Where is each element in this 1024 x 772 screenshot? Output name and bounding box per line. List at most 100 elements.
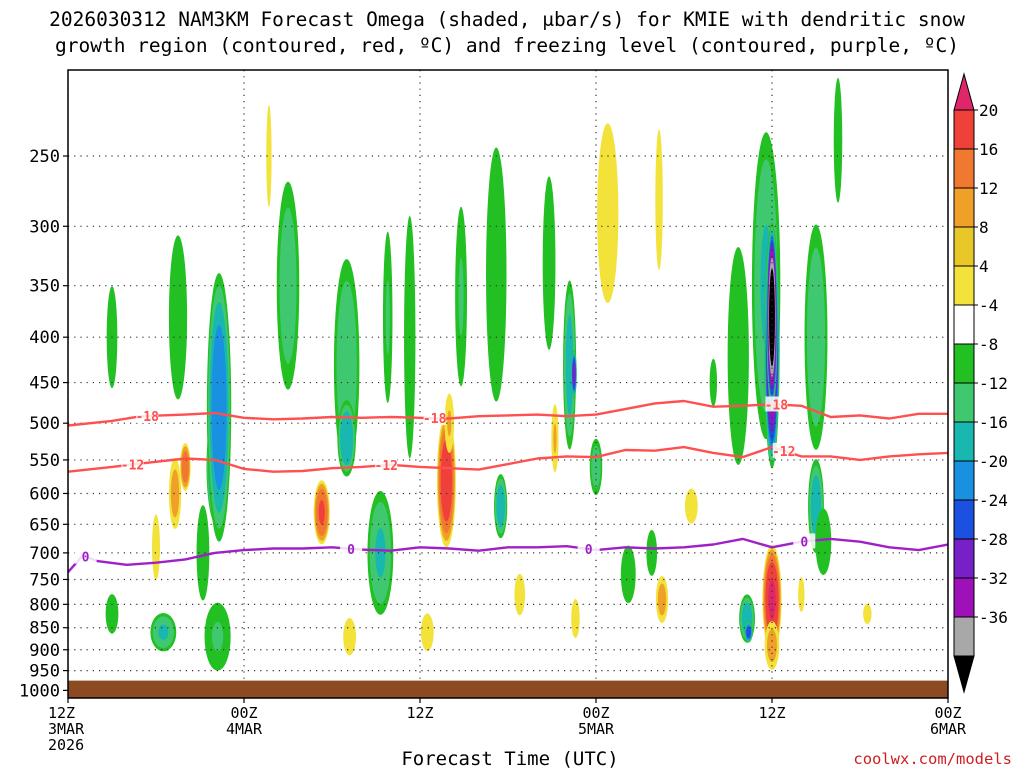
colorbar-swatch — [953, 538, 975, 579]
omega-cell — [655, 129, 663, 270]
contour-lines: -18 -18 -18 -12 -12 -12 0 0 0 0 — [68, 396, 948, 573]
x-tick-label: 00Z — [230, 704, 257, 722]
colorbar-label: 8 — [979, 218, 989, 237]
omega-contour-fill — [565, 314, 574, 416]
omega-cell — [444, 393, 455, 453]
omega-contour-fill — [767, 628, 777, 662]
contour-minus-12-label: -12 — [121, 458, 144, 473]
colorbar: 20 16 12 8 4 -4 -8 -12 -16 -20 -24 -28 -32 -36 — [953, 72, 1008, 694]
omega-contour-fill — [211, 325, 227, 490]
contour-minus-18 — [68, 399, 948, 427]
x-tick-label: 4MAR — [226, 720, 263, 738]
omega-contour-fill — [553, 423, 557, 454]
omega-cell — [455, 206, 468, 387]
omega-cell — [551, 404, 559, 473]
freezing-level-contour-label: 0 — [82, 551, 90, 566]
x-tick-label: 00Z — [582, 704, 609, 722]
omega-cell — [196, 505, 210, 601]
omega-cell — [180, 442, 191, 491]
colorbar-swatch — [953, 304, 975, 345]
colorbar-label: -20 — [979, 452, 1008, 471]
x-tick-label: 12Z — [758, 704, 785, 722]
omega-contour-fill — [655, 129, 663, 270]
omega-cell — [727, 247, 749, 465]
omega-contour-fill — [181, 451, 189, 483]
freezing-level-contour-label: 0 — [585, 543, 593, 558]
contour-minus-18-label: -18 — [765, 398, 789, 413]
omega-cell — [313, 480, 330, 545]
colorbar-swatch — [953, 382, 975, 423]
omega-cell — [655, 575, 669, 624]
omega-cell — [764, 621, 780, 670]
colorbar-swatch — [953, 187, 975, 228]
omega-contour-fill — [620, 545, 636, 604]
omega-cell — [804, 224, 828, 450]
contour-label-bg — [423, 410, 446, 426]
omega-contour-fill — [496, 484, 506, 528]
colorbar-label: -32 — [979, 569, 1008, 588]
colorbar-swatch — [953, 421, 975, 462]
omega-cell — [744, 621, 753, 643]
colorbar-label: -36 — [979, 608, 1008, 627]
x-axis-label: Forecast Time (UTC) — [401, 748, 618, 768]
omega-contour-fill — [458, 257, 464, 336]
omega-cell — [597, 123, 619, 304]
chart-title-line-2: growth region (contoured, red, ºC) and f… — [55, 34, 959, 57]
colorbar-top-arrow — [953, 72, 975, 111]
omega-cell — [762, 544, 782, 655]
y-tick-label: 850 — [29, 619, 60, 639]
omega-contour-fill — [385, 280, 390, 355]
omega-contour-fill — [815, 508, 832, 575]
contour-minus-18-label: -18 — [423, 412, 447, 427]
omega-contour-fill — [597, 123, 619, 304]
colorbar-bottom-arrow — [953, 655, 975, 694]
colorbar-label: -24 — [979, 491, 1008, 510]
omega-contour-fill — [266, 105, 272, 207]
omega-cell — [168, 457, 182, 529]
omega-contour-fill — [168, 235, 188, 400]
omega-contour-fill — [440, 439, 453, 522]
x-tick-label: 5MAR — [578, 720, 615, 738]
omega-contour-fill — [571, 599, 580, 639]
omega-contour-fill — [542, 176, 556, 350]
plot-area: -18 -18 -18 -12 -12 -12 0 0 0 0 — [68, 70, 948, 698]
omega-contour-fill — [211, 622, 224, 652]
y-tick-label: 1000 — [19, 681, 60, 701]
omega-cell — [168, 235, 188, 400]
colorbar-swatch — [953, 460, 975, 501]
omega-cell — [798, 577, 805, 612]
credit-text: coolwx.com/models — [853, 750, 1012, 768]
colorbar-swatch — [953, 148, 975, 189]
x-tick-label: 12Z — [48, 704, 75, 722]
y-tick-label: 500 — [29, 414, 60, 434]
contour-label-bg — [136, 407, 159, 423]
omega-cell — [337, 400, 356, 477]
omega-cell — [343, 618, 356, 656]
omega-contour-fill — [768, 578, 776, 621]
colorbar-label: 4 — [979, 257, 989, 276]
colorbar-swatch — [953, 226, 975, 267]
y-tick-label: 300 — [29, 217, 60, 237]
contour-minus-12-label: -12 — [375, 459, 398, 474]
colorbar-label: -28 — [979, 530, 1008, 549]
colorbar-label: -8 — [979, 335, 998, 354]
y-tick-label: 750 — [29, 570, 60, 590]
omega-cell — [684, 488, 698, 524]
colorbar-label: 16 — [979, 140, 998, 159]
y-tick-label: 250 — [29, 147, 60, 167]
omega-contour-fill — [798, 577, 805, 612]
y-tick-label: 950 — [29, 662, 60, 682]
freezing-level-contour-label: 0 — [347, 543, 355, 558]
omega-contour-fill — [806, 247, 826, 427]
y-axis: 2503003504004505005506006507007508008509… — [19, 147, 68, 701]
omega-cell — [266, 105, 272, 207]
omega-contour-fill — [279, 207, 297, 364]
omega-cell — [563, 280, 577, 450]
colorbar-swatch — [953, 616, 975, 657]
x-tick-label: 00Z — [934, 704, 961, 722]
omega-contour-fill — [105, 594, 119, 634]
omega-cell — [367, 490, 394, 615]
